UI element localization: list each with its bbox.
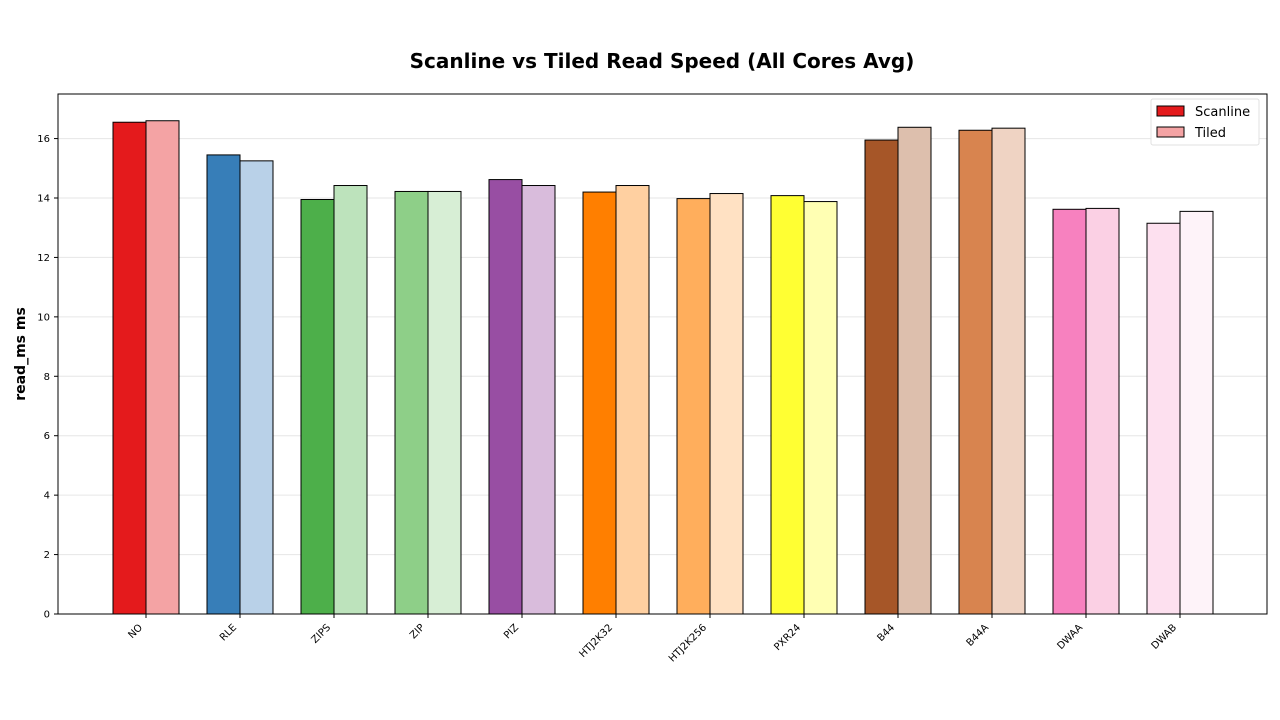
x-tick-label: RLE (218, 622, 239, 643)
x-tick-label: ZIP (408, 622, 427, 641)
x-tick-label: PXR24 (772, 622, 803, 653)
bar-tiled-no (145, 120, 180, 615)
x-tick-label: DWAB (1150, 622, 1180, 652)
bar-scanline-rle (206, 154, 241, 615)
legend-swatch-scanline (1156, 105, 1185, 117)
chart-title: Scanline vs Tiled Read Speed (All Cores … (410, 49, 915, 73)
bar-tiled-htj2k32 (615, 185, 650, 615)
bar-tiled-b44 (897, 126, 932, 615)
bar-tiled-zips (333, 185, 368, 615)
x-tick-label: HTJ2K256 (667, 622, 709, 664)
bar-tiled-dwab (1179, 210, 1214, 615)
y-tick-label: 16 (37, 134, 50, 145)
bar-tiled-piz (521, 185, 556, 615)
y-tick-label: 10 (37, 312, 50, 323)
x-tick-label: PIZ (502, 622, 521, 641)
y-axis-label: read_ms ms (13, 307, 29, 401)
y-tick-label: 14 (37, 194, 50, 205)
bar-scanline-b44 (864, 139, 899, 615)
y-axis-ticks: 0 2 4 6 8 10 12 14 16 (37, 134, 58, 621)
legend: Scanline Tiled (1150, 98, 1260, 146)
y-tick-label: 2 (44, 550, 50, 561)
bar-scanline-htj2k256 (676, 198, 711, 615)
x-tick-label: DWAA (1055, 622, 1085, 652)
y-tick-label: 0 (44, 610, 50, 621)
bar-tiled-htj2k256 (709, 193, 744, 615)
bar-tiled-b44a (991, 127, 1026, 615)
plot-frame (57, 93, 1268, 615)
bar-scanline-no (112, 121, 147, 615)
bar-scanline-zips (300, 198, 335, 615)
bar-scanline-piz (488, 179, 523, 615)
bar-scanline-b44a (958, 129, 993, 615)
x-tick-label: NO (126, 622, 145, 641)
y-tick-label: 8 (44, 372, 50, 383)
bar-scanline-dwaa (1052, 208, 1087, 615)
legend-label-scanline: Scanline (1195, 105, 1250, 120)
x-tick-label: ZIPS (310, 622, 333, 645)
bar-scanline-htj2k32 (582, 191, 617, 615)
legend-swatch-tiled (1156, 126, 1185, 138)
y-tick-label: 4 (44, 491, 50, 502)
bar-tiled-pxr24 (803, 201, 838, 615)
bar-tiled-rle (239, 160, 274, 615)
y-tick-label: 12 (37, 253, 50, 264)
bar-scanline-zip (394, 190, 429, 615)
bar-scanline-pxr24 (770, 195, 805, 615)
x-axis-ticks: NO RLE ZIPS ZIP PIZ HTJ2K32 HTJ2K256 PXR24 B44 B4… (126, 614, 1181, 664)
y-tick-label: 6 (44, 431, 50, 442)
bars (112, 120, 1214, 615)
legend-label-tiled: Tiled (1194, 126, 1226, 141)
x-tick-label: B44 (875, 622, 897, 644)
bar-scanline-dwab (1146, 222, 1181, 615)
x-tick-label: HTJ2K32 (577, 622, 615, 660)
bar-tiled-dwaa (1085, 207, 1120, 615)
x-tick-label: B44A (965, 622, 992, 649)
bar-tiled-zip (427, 190, 462, 615)
